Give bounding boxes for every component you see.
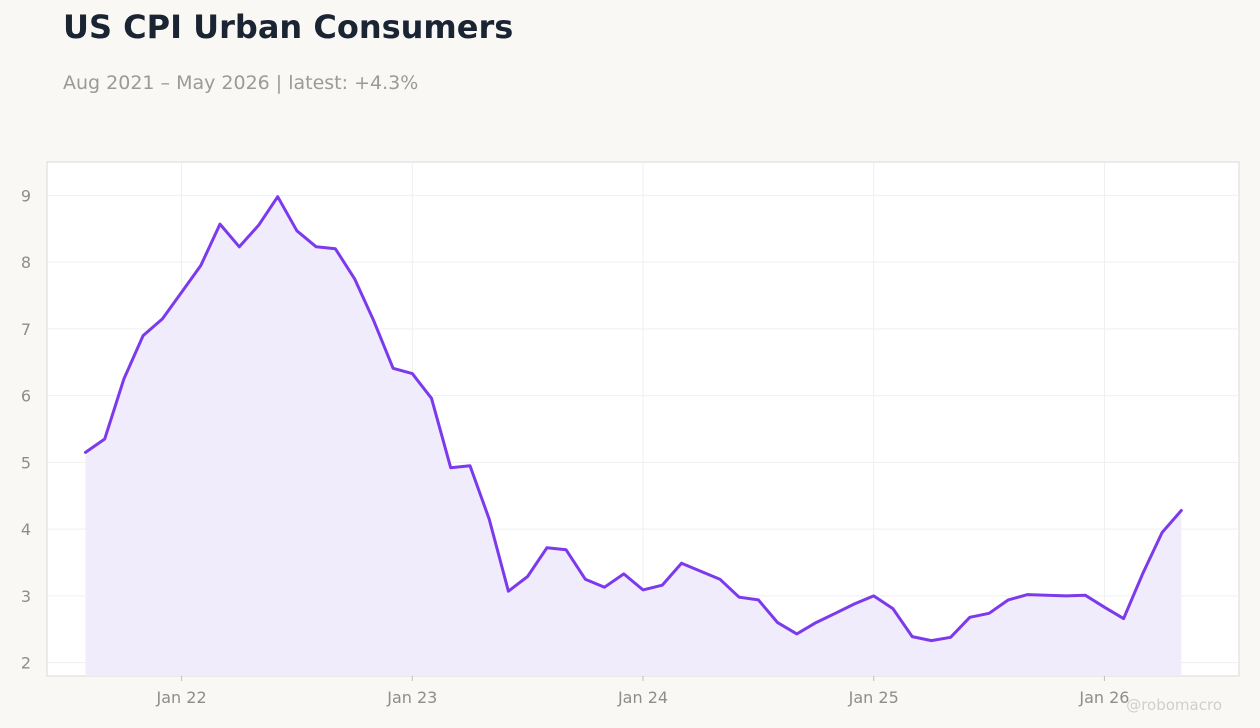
cpi-series-line: [84, 195, 1183, 643]
y-tick-label: 9: [21, 186, 31, 205]
cpi-area-fill: [85, 196, 1182, 676]
x-tick-label: Jan 26: [1078, 688, 1129, 707]
area-layer: [85, 196, 1182, 676]
y-tick-label: 2: [21, 654, 31, 673]
y-tick-label: 5: [21, 453, 31, 472]
x-tick-label: Jan 22: [156, 688, 207, 707]
x-tick-label: Jan 24: [617, 688, 668, 707]
line-layer: [84, 195, 1183, 643]
watermark: @robomacro: [1126, 696, 1222, 714]
y-tick-label: 7: [21, 320, 31, 339]
chart-subtitle: Aug 2021 – May 2026 | latest: +4.3%: [63, 72, 419, 94]
y-tick-label: 3: [21, 587, 31, 606]
x-tick-label: Jan 25: [848, 688, 899, 707]
x-tick-label: Jan 23: [386, 688, 437, 707]
y-tick-label: 6: [21, 387, 31, 406]
y-tick-label: 4: [21, 520, 31, 539]
y-tick-label: 8: [21, 253, 31, 272]
chart-title: US CPI Urban Consumers: [63, 8, 514, 46]
y-axis-ticks: 2 3 4 5 6 7 8 9: [21, 186, 31, 672]
x-axis-ticks: Jan 22 Jan 23 Jan 24 Jan 25 Jan 26: [156, 676, 1129, 707]
